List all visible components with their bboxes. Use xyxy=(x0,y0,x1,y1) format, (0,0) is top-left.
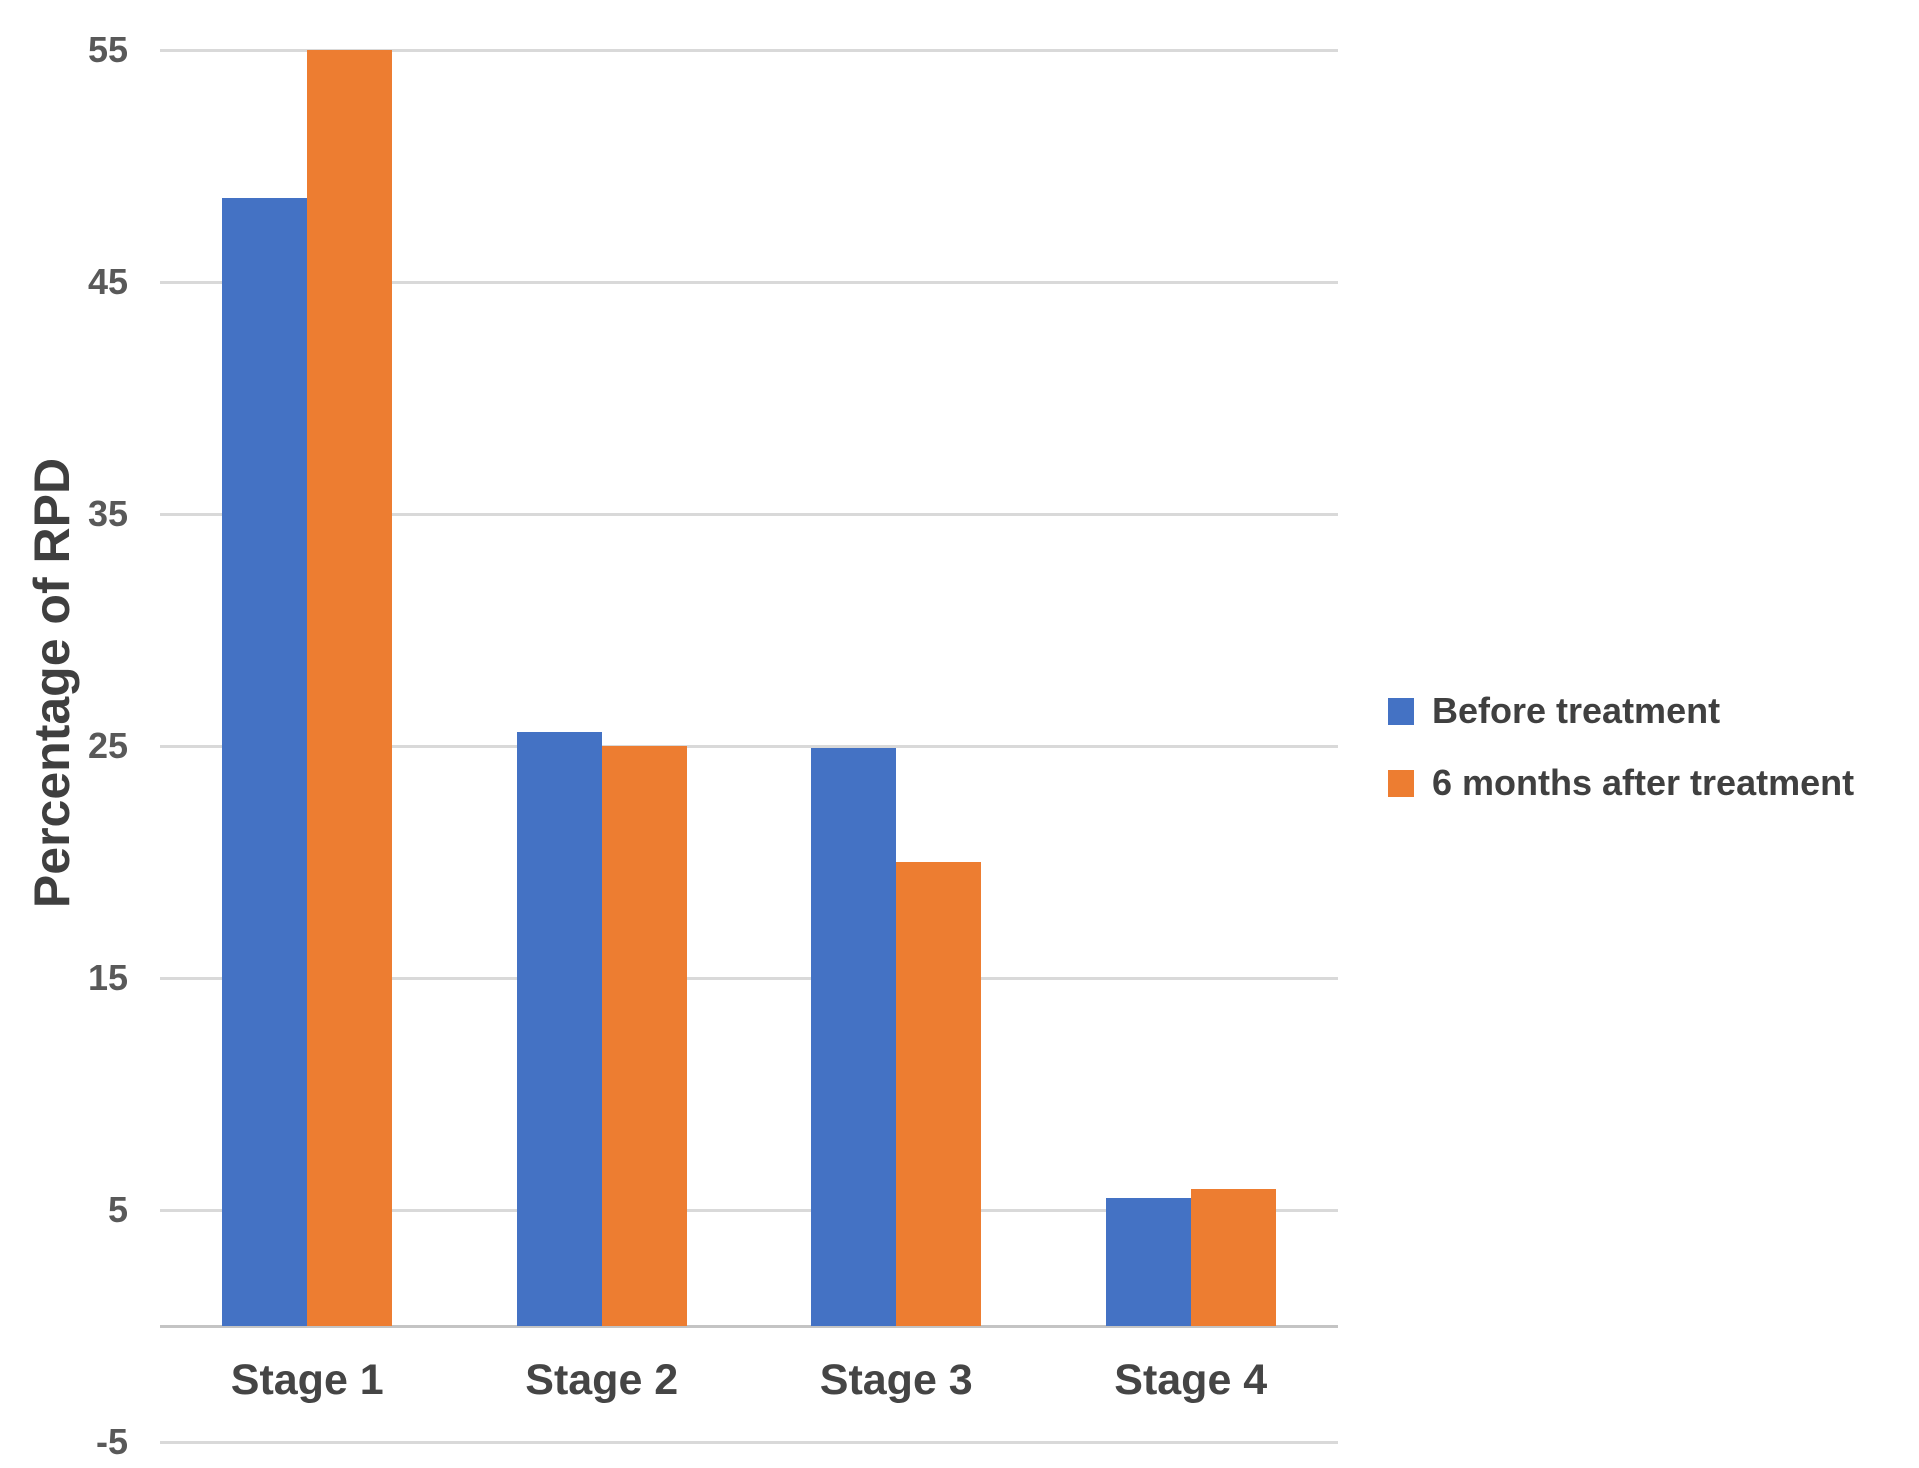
legend-item-6-months-after-treatment: 6 months after treatment xyxy=(1388,762,1854,804)
gridline--5 xyxy=(160,1441,1338,1444)
gridline-55 xyxy=(160,49,1338,52)
bar-6-months-after-treatment-stage-1 xyxy=(307,50,393,1326)
y-tick-label: 55 xyxy=(87,29,128,70)
gridline-5 xyxy=(160,1209,1338,1212)
legend-item-before-treatment: Before treatment xyxy=(1388,690,1854,732)
gridline-15 xyxy=(160,977,1338,980)
gridline-25 xyxy=(160,745,1338,748)
y-tick-label: 5 xyxy=(107,1189,128,1230)
category-label-stage-2: Stage 2 xyxy=(525,1356,679,1404)
y-tick-label: 25 xyxy=(87,725,128,766)
category-label-stage-3: Stage 3 xyxy=(819,1356,973,1404)
category-label-stage-4: Stage 4 xyxy=(1114,1356,1268,1404)
y-tick-label: 35 xyxy=(87,493,128,534)
bar-6-months-after-treatment-stage-3 xyxy=(896,862,982,1326)
bar-before-treatment-stage-2 xyxy=(516,732,602,1326)
x-axis-line xyxy=(160,1325,1338,1328)
bar-before-treatment-stage-3 xyxy=(811,748,897,1326)
bar-6-months-after-treatment-stage-4 xyxy=(1190,1189,1276,1326)
y-tick-label: 45 xyxy=(87,261,128,302)
legend: Before treatment 6 months after treatment xyxy=(1388,690,1854,804)
legend-label: 6 months after treatment xyxy=(1432,762,1855,803)
bar-6-months-after-treatment-stage-2 xyxy=(601,746,687,1326)
legend-swatch-before-treatment xyxy=(1388,697,1414,725)
bar-before-treatment-stage-4 xyxy=(1105,1198,1191,1326)
y-axis-title: Percentage of RPD xyxy=(24,457,80,909)
legend-label: Before treatment xyxy=(1432,690,1721,731)
gridline-35 xyxy=(160,513,1338,516)
gridline-45 xyxy=(160,281,1338,284)
category-label-stage-1: Stage 1 xyxy=(230,1356,384,1404)
legend-swatch-6-months-after-treatment xyxy=(1388,769,1414,797)
y-tick-label: 15 xyxy=(87,957,128,998)
bar-before-treatment-stage-1 xyxy=(222,198,308,1326)
y-tick-label: -5 xyxy=(95,1421,128,1462)
